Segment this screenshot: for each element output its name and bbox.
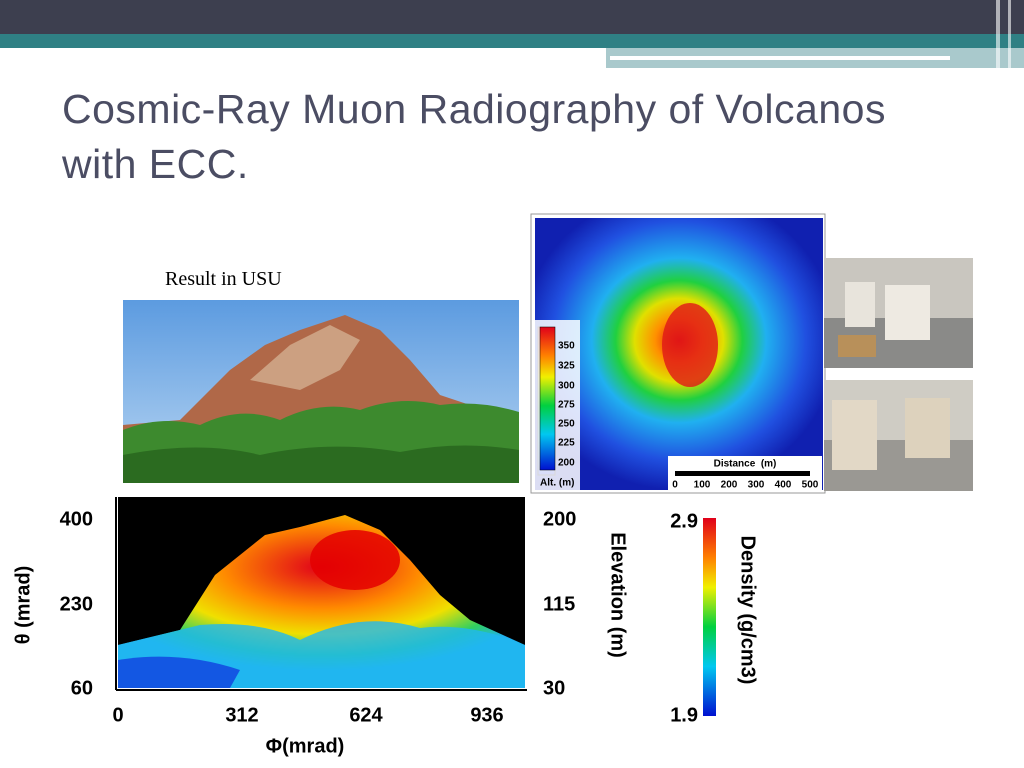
header-divider	[996, 0, 1000, 68]
detector-photo	[824, 380, 973, 491]
density-plot	[115, 497, 716, 716]
y-tick: 400	[60, 508, 93, 530]
colorbar-tick: 2.9	[670, 510, 698, 532]
y-axis-label: θ (mrad)	[12, 566, 34, 645]
colorbar-tick: 1.9	[670, 704, 698, 726]
map-colorbar-tick: 200	[558, 458, 575, 469]
map-scale-tick: 400	[775, 480, 792, 491]
colorbar-label: Density (g/cm3)	[737, 536, 759, 685]
x-tick: 624	[349, 704, 383, 726]
map-scale-tick: 200	[721, 480, 738, 491]
header-divider	[1008, 0, 1011, 68]
map-colorbar-tick: 250	[558, 419, 575, 430]
y-tick: 60	[71, 677, 93, 699]
y2-tick: 115	[543, 593, 575, 615]
y2-tick: 200	[543, 508, 576, 530]
y2-tick: 30	[543, 677, 565, 699]
volcano-photo	[123, 300, 519, 483]
header-stripe	[0, 34, 1024, 48]
y2-axis-label: Elevation (m)	[607, 532, 629, 658]
map-scale-label: Distance (m)	[714, 459, 777, 470]
map-colorbar-label: Alt. (m)	[540, 478, 574, 489]
map-colorbar-tick: 300	[558, 381, 575, 392]
caption: Result in USU	[165, 268, 282, 290]
header-bar	[0, 0, 1024, 34]
map-scale-tick: 500	[802, 480, 819, 491]
map-scale-tick: 300	[748, 480, 765, 491]
map-colorbar-tick: 225	[558, 438, 575, 449]
map-scale-tick: 0	[672, 480, 678, 491]
x-tick: 0	[112, 704, 123, 726]
y-tick: 230	[60, 593, 93, 615]
header-accent-line	[610, 56, 950, 60]
x-axis-label: Φ(mrad)	[266, 735, 345, 757]
slide-title: Cosmic-Ray Muon Radiography of Volcanos …	[62, 86, 886, 187]
x-tick: 312	[225, 704, 258, 726]
map-colorbar-tick: 350	[558, 341, 575, 352]
detector-photo	[824, 258, 973, 368]
x-tick: 936	[470, 704, 503, 726]
altitude-map	[530, 213, 826, 494]
map-scale-tick: 100	[694, 480, 711, 491]
map-colorbar-tick: 325	[558, 361, 575, 372]
map-colorbar-tick: 275	[558, 400, 575, 411]
